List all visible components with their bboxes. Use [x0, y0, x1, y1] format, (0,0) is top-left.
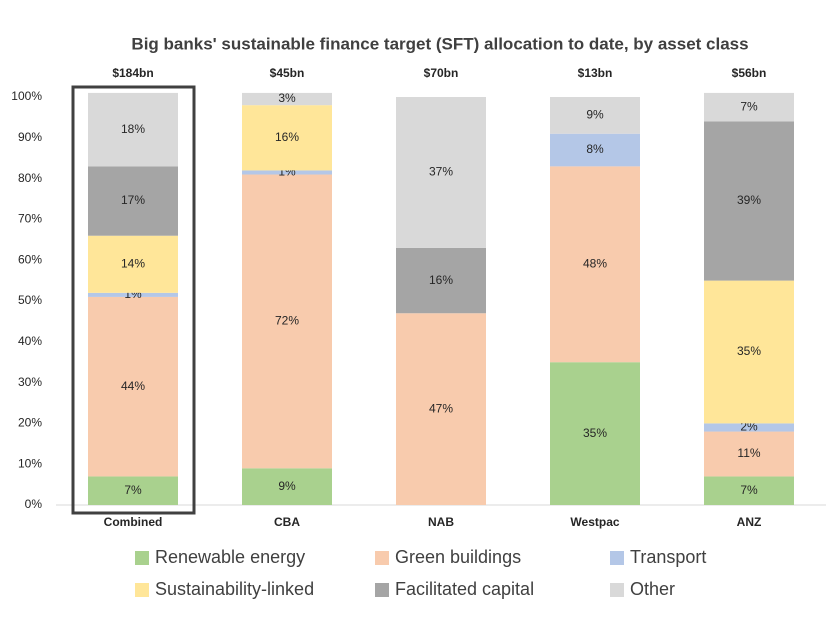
y-tick-label: 20%: [18, 416, 42, 430]
y-tick-label: 90%: [18, 130, 42, 144]
total-label: $70bn: [424, 66, 459, 80]
data-label: 17%: [121, 193, 145, 207]
data-label: 7%: [740, 99, 758, 113]
legend-swatch: [375, 551, 389, 565]
y-tick-label: 50%: [18, 293, 42, 307]
y-tick-label: 80%: [18, 171, 42, 185]
legend-swatch: [610, 583, 624, 597]
data-label: 16%: [429, 273, 453, 287]
x-tick-label: NAB: [428, 515, 454, 529]
bar-segment: [704, 476, 794, 505]
data-label: 35%: [737, 344, 761, 358]
total-label: $184bn: [112, 66, 153, 80]
data-label: 3%: [278, 91, 296, 105]
data-label: 18%: [121, 122, 145, 136]
total-label: $13bn: [578, 66, 613, 80]
bar-segment: [704, 423, 794, 432]
y-tick-label: 40%: [18, 334, 42, 348]
legend-label: Transport: [630, 547, 706, 567]
data-label: 9%: [278, 479, 296, 493]
bar-segment: [88, 92, 178, 167]
y-tick-label: 0%: [25, 497, 43, 511]
y-tick-label: 30%: [18, 375, 42, 389]
data-label: 11%: [737, 446, 760, 460]
bar-segment: [242, 468, 332, 505]
bar-segment: [242, 92, 332, 106]
data-label: 7%: [124, 483, 142, 497]
bar-segment: [704, 92, 794, 122]
bar-segment: [88, 235, 178, 293]
total-label: $45bn: [270, 66, 305, 80]
legend-label: Other: [630, 579, 675, 599]
legend-swatch: [375, 583, 389, 597]
bar-segment: [88, 296, 178, 477]
data-label: 72%: [275, 314, 299, 328]
bar-segment: [550, 97, 640, 134]
y-tick-label: 70%: [18, 212, 42, 226]
bar-segment: [550, 133, 640, 167]
y-tick-label: 60%: [18, 252, 42, 266]
data-label: 39%: [737, 193, 761, 207]
bar-segment: [88, 292, 178, 297]
legend-swatch: [610, 551, 624, 565]
chart-title: Big banks' sustainable finance target (S…: [131, 34, 748, 53]
y-tick-label: 100%: [11, 89, 42, 103]
data-label: 9%: [586, 108, 604, 122]
data-label: 7%: [740, 483, 758, 497]
bar-segment: [704, 121, 794, 281]
legend-swatch: [135, 551, 149, 565]
x-tick-label: ANZ: [737, 515, 762, 529]
data-label: 8%: [586, 142, 604, 156]
legend-label: Facilitated capital: [395, 579, 534, 599]
legend-label: Green buildings: [395, 547, 521, 567]
x-tick-label: Combined: [104, 515, 163, 529]
bar-segment: [704, 431, 794, 477]
bar-segment: [242, 174, 332, 469]
highlight-box: [71, 85, 196, 515]
bar-segment: [704, 280, 794, 424]
bar-segment: [396, 313, 486, 505]
x-tick-label: Westpac: [570, 515, 619, 529]
bar-segment: [242, 170, 332, 175]
bar-segment: [550, 166, 640, 363]
bar-segment: [88, 476, 178, 505]
data-label: 44%: [121, 379, 145, 393]
bar-segment: [88, 166, 178, 236]
x-tick-label: CBA: [274, 515, 300, 529]
bar-segment: [550, 362, 640, 505]
legend-swatch: [135, 583, 149, 597]
y-tick-label: 10%: [18, 456, 42, 470]
data-label: 14%: [121, 256, 145, 270]
data-label: 47%: [429, 401, 453, 415]
data-label: 35%: [583, 426, 607, 440]
legend-label: Sustainability-linked: [155, 579, 314, 599]
bar-segment: [396, 97, 486, 248]
data-label: 16%: [275, 130, 299, 144]
data-label: 37%: [429, 165, 453, 179]
bar-segment: [396, 247, 486, 314]
bar-segment: [242, 105, 332, 171]
data-label: 48%: [583, 256, 607, 270]
legend-label: Renewable energy: [155, 547, 305, 567]
total-label: $56bn: [732, 66, 767, 80]
